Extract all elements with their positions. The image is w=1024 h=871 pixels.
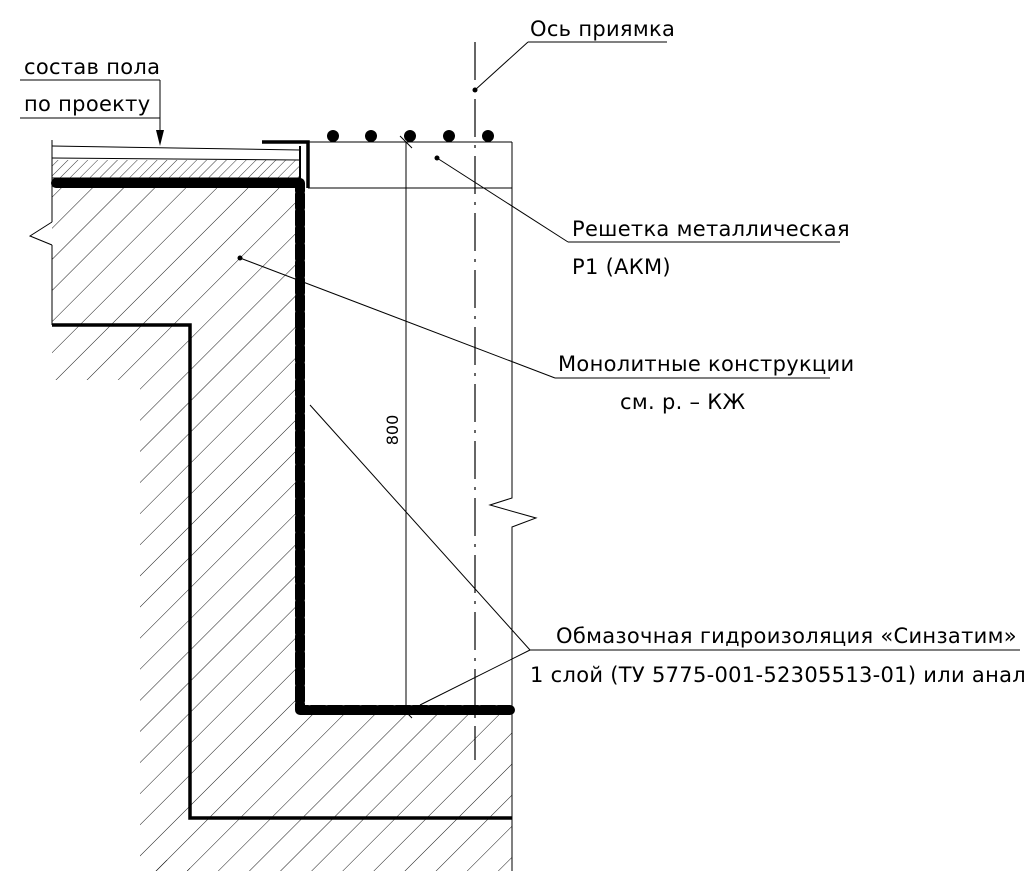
floor-label-line1: состав пола	[24, 55, 160, 79]
grate-label-line2: Р1 (АКМ)	[572, 255, 671, 279]
leader-waterproof-2	[419, 649, 531, 706]
monolith-label-line2: см. р. – КЖ	[620, 390, 746, 414]
lower-left-mass	[52, 325, 190, 871]
leader-monolith	[239, 257, 556, 379]
monolith-label-line1: Монолитные конструкции	[558, 352, 854, 376]
waterproofing-membrane	[51, 178, 515, 715]
floor-screed-hatch	[52, 160, 300, 178]
floor-top-line	[51, 145, 301, 151]
pit-axis-label: Ось приямка	[530, 17, 675, 41]
grate-bars	[327, 130, 494, 142]
waterproof-label-line2: 1 слой (ТУ 5775-001-52305513-01) или ана…	[530, 663, 1024, 687]
leader-grate	[436, 157, 569, 243]
dimension-tick-bottom	[399, 705, 413, 719]
floor-label-line2: по проекту	[24, 92, 150, 116]
leader-pit-axis	[474, 41, 529, 91]
grate-label-line1: Решетка металлическая	[572, 217, 850, 241]
dimension-tick-top	[399, 135, 413, 149]
pit-right-edge	[488, 142, 538, 871]
break-line-left	[28, 221, 53, 246]
dimension-depth-text: 800	[383, 415, 402, 446]
floor-layer-line	[51, 157, 301, 161]
concrete-inner-corner	[52, 323, 512, 820]
concrete-body	[52, 188, 512, 871]
waterproof-label-line1: Обмазочная гидроизоляция «Синзатим»	[556, 624, 1017, 648]
leader-waterproof-1	[309, 404, 531, 651]
leader-floor-arrow	[156, 130, 164, 146]
